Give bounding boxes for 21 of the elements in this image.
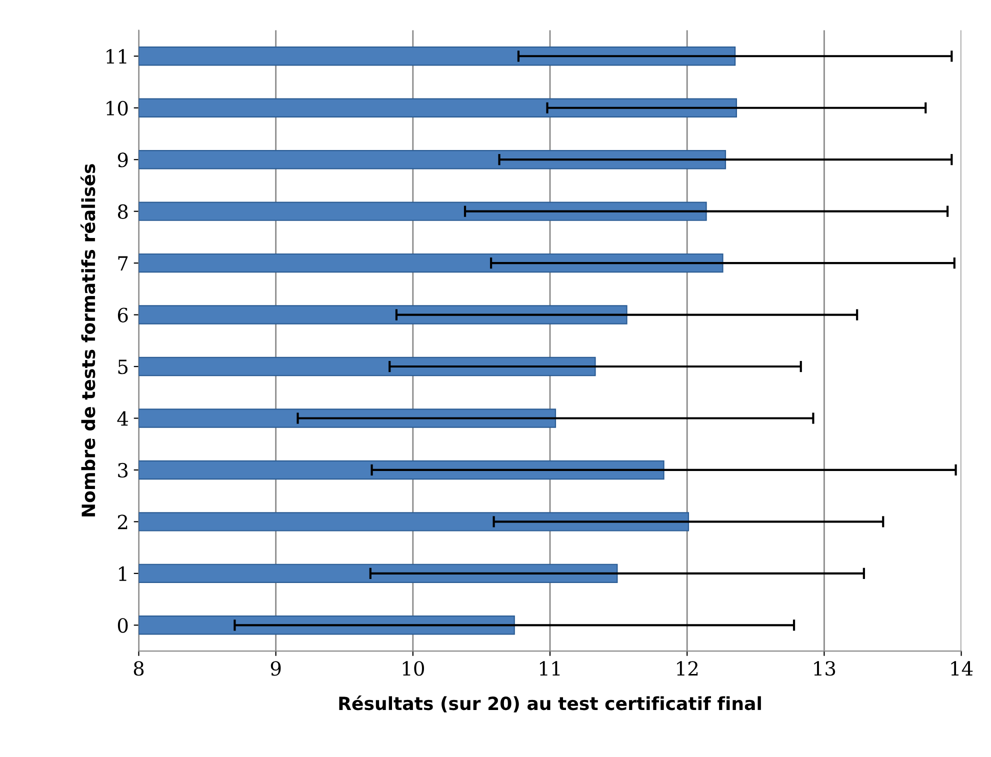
x-tick-label: 10 [402, 661, 424, 676]
x-tick-label: 12 [677, 661, 698, 676]
y-tick-label: 6 [118, 308, 128, 322]
y-tick-label: 7 [118, 256, 128, 270]
x-tick-label: 14 [951, 661, 973, 676]
x-tick-label: 11 [540, 661, 560, 676]
y-tick-label: 11 [106, 49, 126, 64]
x-axis-title: Résultats (sur 20) au test certificatif final [339, 696, 761, 712]
y-tick-label: 1 [119, 566, 126, 581]
y-tick-label: 9 [118, 152, 128, 168]
x-tick-label: 9 [270, 661, 281, 676]
y-tick-label: 4 [117, 411, 128, 426]
x-tick-label: 13 [814, 661, 836, 676]
y-tick-label: 5 [118, 360, 128, 374]
x-tick-label: 8 [134, 661, 144, 676]
y-axis-title: Nombre de tests formatifs réalisés [80, 164, 96, 516]
y-tick-label: 3 [118, 462, 128, 478]
y-tick-label: 10 [106, 100, 128, 116]
y-tick-label: 0 [118, 618, 128, 633]
y-tick-label: 2 [118, 514, 128, 530]
y-tick-label: 8 [118, 204, 128, 219]
